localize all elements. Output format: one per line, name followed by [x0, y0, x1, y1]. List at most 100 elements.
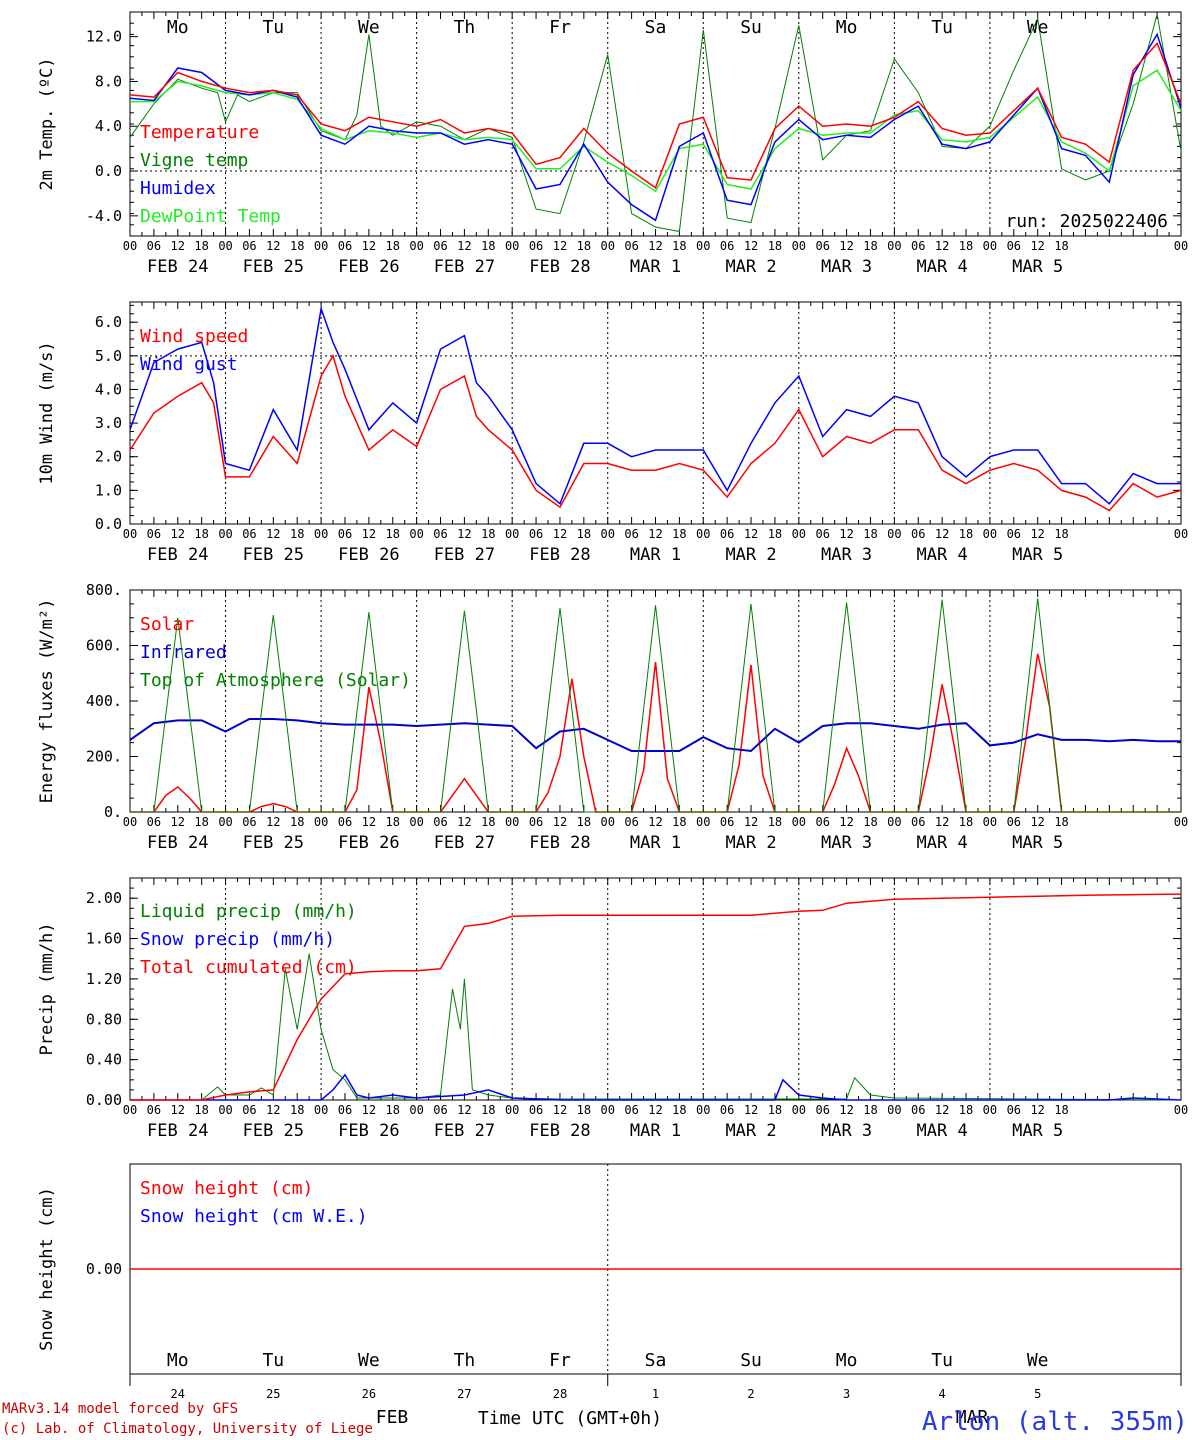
- y-tick-label: 4.0: [95, 117, 122, 135]
- date-label: FEB 24: [147, 833, 208, 853]
- date-label: FEB 24: [147, 545, 208, 565]
- weekday-label: Tu: [931, 1350, 953, 1371]
- hour-label: 18: [959, 1103, 973, 1117]
- hour-label: 18: [863, 815, 877, 829]
- hour-label: 18: [290, 527, 304, 541]
- legend-entry: Top of Atmosphere (Solar): [140, 670, 411, 691]
- legend-entry: Wind gust: [140, 354, 238, 375]
- hour-label: 06: [1007, 239, 1021, 253]
- hour-label: 06: [1007, 1103, 1021, 1117]
- hour-label: 00: [1174, 815, 1188, 829]
- hour-label: 00: [218, 1103, 232, 1117]
- hour-label: 18: [959, 527, 973, 541]
- series-line-wind-speed: [129, 353, 1182, 512]
- hour-label: 00: [314, 527, 328, 541]
- y-axis-label: 10m Wind (m/s): [37, 341, 57, 484]
- day-number: 25: [266, 1387, 280, 1401]
- day-number: 1: [652, 1387, 659, 1401]
- series-line-infrared: [129, 718, 1181, 753]
- hour-label: 12: [935, 239, 949, 253]
- hour-label: 00: [792, 239, 806, 253]
- legend-entry: Solar: [140, 614, 194, 635]
- weekday-label: Th: [454, 17, 476, 38]
- hour-label: 18: [481, 1103, 495, 1117]
- hour-label: 12: [457, 239, 471, 253]
- legend-entry: Total cumulated (cm): [140, 957, 357, 978]
- hour-label: 18: [290, 815, 304, 829]
- model-credit: MARv3.14 model forced by GFS: [2, 1401, 238, 1417]
- y-axis-label: 2m Temp. (ºC): [37, 57, 57, 190]
- date-label: FEB 27: [434, 1121, 495, 1141]
- hour-label: 12: [839, 239, 853, 253]
- hour-label: 06: [147, 527, 161, 541]
- hour-label: 18: [481, 815, 495, 829]
- hour-label: 18: [194, 239, 208, 253]
- plot-frame: [129, 11, 1182, 237]
- y-tick-label: 0.0: [95, 515, 122, 533]
- date-label: FEB 24: [147, 1121, 208, 1141]
- weekday-label: Tu: [262, 1350, 284, 1371]
- hour-label: 00: [983, 1103, 997, 1117]
- date-label: MAR 4: [917, 833, 968, 853]
- date-label: MAR 2: [725, 833, 776, 853]
- hour-label: 12: [266, 1103, 280, 1117]
- hour-label: 12: [648, 1103, 662, 1117]
- hour-label: 12: [744, 1103, 758, 1117]
- series-line-dewpoint-temp: [130, 69, 1182, 193]
- hour-label: 12: [362, 815, 376, 829]
- series-line-vigne-temp: [129, 14, 1182, 233]
- date-label: MAR 5: [1012, 1121, 1063, 1141]
- y-tick-label: 400.: [86, 692, 122, 710]
- y-tick-label: 0.40: [86, 1051, 122, 1069]
- date-label: FEB 28: [529, 257, 590, 277]
- hour-label: 18: [1054, 527, 1068, 541]
- date-label: FEB 27: [434, 257, 495, 277]
- hour-label: 12: [1030, 239, 1044, 253]
- hour-label: 06: [720, 239, 734, 253]
- hour-label: 18: [290, 1103, 304, 1117]
- hour-label: 06: [529, 815, 543, 829]
- hour-label: 06: [815, 239, 829, 253]
- y-tick-label: 0.: [104, 803, 122, 821]
- plot-frame: [129, 301, 1182, 525]
- legend-entry: Wind speed: [140, 326, 248, 347]
- weekday-label: Fr: [549, 17, 571, 38]
- hour-label: 18: [672, 239, 686, 253]
- hour-label: 12: [553, 527, 567, 541]
- hour-label: 12: [362, 1103, 376, 1117]
- run-label: run: 2025022406: [1005, 211, 1168, 232]
- panel-5: 0.00 Snow height (cm) Snow height (cm) Snow…: [37, 1163, 1182, 1375]
- date-label: MAR 3: [821, 833, 872, 853]
- weekday-label: Sa: [645, 1350, 667, 1371]
- hour-label: 12: [171, 239, 185, 253]
- hour-label: 06: [815, 527, 829, 541]
- hour-label: 12: [266, 815, 280, 829]
- legend-entry: Humidex: [140, 178, 216, 199]
- weekday-label: We: [1027, 1350, 1049, 1371]
- hour-label: 06: [529, 239, 543, 253]
- date-label: FEB 27: [434, 833, 495, 853]
- date-label: MAR 2: [725, 257, 776, 277]
- hour-label: 12: [171, 527, 185, 541]
- hour-label: 00: [983, 815, 997, 829]
- hour-label: 00: [601, 1103, 615, 1117]
- hour-label: 06: [433, 527, 447, 541]
- hour-label: 18: [290, 239, 304, 253]
- hour-label: 00: [505, 815, 519, 829]
- y-tick-label: 12.0: [86, 28, 122, 46]
- hour-label: 00: [792, 815, 806, 829]
- hour-label: 18: [1054, 239, 1068, 253]
- month-label-mar: MAR: [956, 1407, 989, 1428]
- hour-label: 06: [433, 239, 447, 253]
- hour-label: 12: [1030, 527, 1044, 541]
- hour-label: 06: [624, 239, 638, 253]
- date-label: FEB 26: [338, 1121, 399, 1141]
- day-number: 26: [362, 1387, 376, 1401]
- date-label: MAR 1: [630, 1121, 681, 1141]
- hour-label: 12: [362, 239, 376, 253]
- panel-1: -4.0 0.0 4.0 8.0 12.0 2m Temp. (ºC) Temperatur…: [37, 11, 1188, 277]
- weekday-label: We: [358, 1350, 380, 1371]
- hour-label: 00: [696, 815, 710, 829]
- hour-label: 06: [147, 815, 161, 829]
- hour-label: 06: [338, 239, 352, 253]
